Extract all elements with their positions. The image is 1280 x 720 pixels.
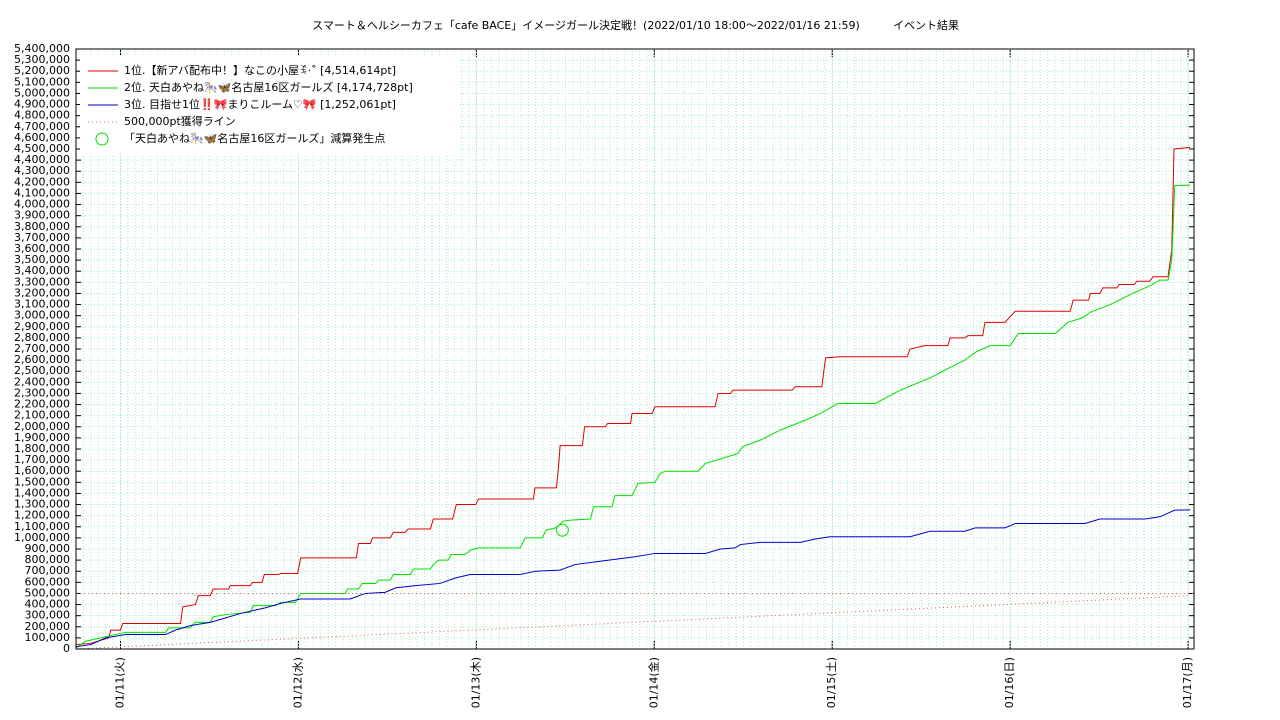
y-tick-label: 1,500,000 [14, 475, 70, 488]
x-tick-label: 01/14(金) [646, 657, 660, 708]
legend-label: 3位. 目指せ1位‼️🎀まりこルーム♡🎀 [1,252,061pt] [124, 97, 396, 111]
x-tick-label: 01/16(日) [1003, 657, 1016, 708]
y-tick-label: 3,700,000 [14, 231, 70, 244]
y-tick-label: 2,600,000 [14, 353, 70, 366]
y-tick-label: 2,800,000 [14, 331, 70, 344]
legend-box [80, 56, 460, 154]
y-tick-label: 1,900,000 [14, 431, 70, 444]
y-tick-label: 3,800,000 [14, 220, 70, 233]
y-tick-label: 2,700,000 [14, 342, 70, 355]
y-tick-label: 4,100,000 [14, 186, 70, 199]
y-tick-label: 2,200,000 [14, 398, 70, 411]
y-tick-label: 2,100,000 [14, 409, 70, 422]
x-tick-label: 01/17(月) [1181, 657, 1194, 708]
y-tick-label: 1,800,000 [14, 442, 70, 455]
y-tick-label: 5,200,000 [14, 64, 70, 77]
legend-label: 1位.【新アバ配布中！】なこの小屋ꉂ·˚ [4,514,614pt] [124, 63, 396, 77]
y-tick-label: 1,700,000 [14, 453, 70, 466]
y-tick-label: 4,300,000 [14, 164, 70, 177]
y-tick-label: 200,000 [25, 620, 71, 633]
y-tick-label: 2,500,000 [14, 364, 70, 377]
y-tick-label: 1,600,000 [14, 464, 70, 477]
plot-frame [75, 48, 1195, 650]
y-tick-label: 3,400,000 [14, 264, 70, 277]
series-line [75, 146, 1191, 646]
y-tick-label: 4,800,000 [14, 109, 70, 122]
y-tick-label: 300,000 [25, 609, 71, 622]
y-tick-label: 2,300,000 [14, 386, 70, 399]
y-tick-label: 3,900,000 [14, 209, 70, 222]
y-tick-label: 2,400,000 [14, 375, 70, 388]
y-tick-label: 800,000 [25, 553, 71, 566]
y-tick-label: 400,000 [25, 598, 71, 611]
y-tick-label: 4,000,000 [14, 198, 70, 211]
y-tick-label: 2,000,000 [14, 420, 70, 433]
y-tick-label: 3,300,000 [14, 275, 70, 288]
y-tick-label: 4,600,000 [14, 131, 70, 144]
y-tick-label: 4,200,000 [14, 175, 70, 188]
y-tick-label: 600,000 [25, 575, 71, 588]
x-tick-label: 01/15(土) [825, 657, 838, 708]
y-tick-label: 700,000 [25, 564, 71, 577]
series-line [75, 184, 1191, 649]
y-tick-label: 1,100,000 [14, 520, 70, 533]
y-tick-label: 5,100,000 [14, 75, 70, 88]
y-tick-label: 3,000,000 [14, 309, 70, 322]
legend: 1位.【新アバ配布中！】なこの小屋ꉂ·˚ [4,514,614pt] 2位. 天白… [80, 56, 460, 154]
y-tick-label: 500,000 [25, 586, 71, 599]
legend-label: 「天白あやね🎠🦋名古屋16区ガールズ」減算発生点 [124, 131, 385, 145]
y-tick-label: 2,900,000 [14, 320, 70, 333]
y-tick-label: 100,000 [25, 631, 71, 644]
y-tick-label: 5,300,000 [14, 53, 70, 66]
series-line [75, 509, 1191, 648]
y-tick-label: 4,900,000 [14, 98, 70, 111]
y-tick-label: 5,400,000 [14, 42, 70, 55]
y-tick-label: 900,000 [25, 542, 71, 555]
legend-symbol [95, 132, 109, 146]
legend-label: 500,000pt獲得ライン [124, 115, 236, 128]
chart-title: スマート＆ヘルシーカフェ「cafe BACE」イメージガール決定戦！(2022/… [312, 18, 860, 32]
y-tick-label: 1,400,000 [14, 486, 70, 499]
y-tick-label: 0 [63, 642, 70, 655]
y-tick-label: 1,000,000 [14, 531, 70, 544]
y-tick-label: 3,500,000 [14, 253, 70, 266]
y-tick-label: 1,300,000 [14, 498, 70, 511]
legend-label: 2位. 天白あやね🎠🦋名古屋16区ガールズ [4,174,728pt] [124, 80, 413, 94]
x-tick-label: 01/12(水) [291, 657, 304, 708]
y-tick-label: 3,600,000 [14, 242, 70, 255]
y-tick-label: 5,000,000 [14, 86, 70, 99]
y-tick-label: 4,500,000 [14, 142, 70, 155]
y-tick-label: 4,400,000 [14, 153, 70, 166]
x-tick-label: 01/11(火) [113, 657, 126, 708]
plot [75, 146, 1194, 650]
event-marker [555, 523, 569, 537]
y-tick-label: 1,200,000 [14, 509, 70, 522]
chart-subtitle: イベント結果 [893, 18, 959, 32]
y-tick-label: 3,100,000 [14, 298, 70, 311]
y-tick-label: 3,200,000 [14, 286, 70, 299]
x-tick-label: 01/13(木) [469, 657, 482, 708]
y-tick-label: 4,700,000 [14, 120, 70, 133]
